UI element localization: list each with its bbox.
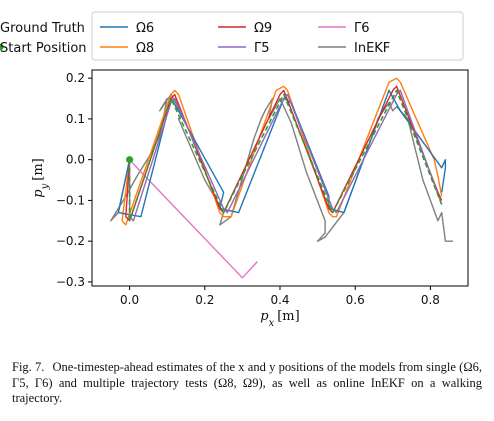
legend-label: Γ5 [254,41,270,56]
y-tick-label: −0.2 [56,234,85,248]
series-line-gamma5 [128,89,443,222]
legend-item-gamma6: Γ6 [318,21,370,36]
plot-area [92,70,468,286]
x-tick-label: 0.4 [270,293,289,307]
x-tick-label: 0.0 [120,293,139,307]
legend-label: InEKF [354,41,390,56]
legend-item-omega8: Ω8 [100,41,154,56]
legend-label: Γ6 [354,21,370,36]
figure-caption: Fig. 7. One-timestep-ahead estimates of t… [12,360,482,407]
x-tick-label: 0.8 [421,293,440,307]
legend-item-ground-truth: Ground Truth [0,21,85,36]
legend-swatch [0,43,4,51]
x-tick-label: 0.6 [346,293,365,307]
x-axis-label: px [m] [260,309,299,329]
legend-label: Ω8 [136,41,154,56]
x-axis-ticks: 0.0 0.2 0.4 0.6 0.8 [120,286,440,307]
series-line-omega8 [121,77,443,226]
legend-label: Ω6 [136,21,154,36]
y-tick-label: −0.1 [56,193,85,207]
legend-item-inekf: InEKF [318,41,390,56]
legend-item-gamma5: Γ5 [218,41,270,56]
y-tick-label: 0.0 [66,153,85,167]
y-tick-label: 0.2 [66,71,85,85]
series-line-ground-truth [128,89,443,222]
y-tick-label: 0.1 [66,112,85,126]
legend-item-omega9: Ω9 [218,21,272,36]
series-layer [110,77,453,279]
legend: Ω6 Ω8 Ω9 Γ5 Γ6 InEKF Ground Truth Start Positio… [0,11,464,61]
legend-item-omega6: Ω6 [100,21,154,36]
caption-text: One-timestep-ahead estimates of the x an… [12,360,482,405]
y-axis-ticks: 0.2 0.1 0.0 −0.1 −0.2 −0.3 [56,71,92,289]
legend-item-start-position: Start Position [0,41,87,56]
legend-box [91,11,464,61]
legend-label: Ω9 [254,21,272,36]
y-axis-label: py[m] [31,158,51,197]
y-tick-label: −0.3 [56,275,85,289]
legend-label: Ground Truth [0,21,85,36]
trajectory-chart: 0.0 0.2 0.4 0.6 0.8 0.2 0.1 0.0 −0.1 −0.2 −0.3 px… [0,11,469,329]
x-tick-label: 0.2 [195,293,214,307]
series-line-gamma6 [129,159,258,279]
start-position-marker [126,156,134,164]
caption-label: Fig. 7. [12,360,45,374]
legend-label: Start Position [0,41,87,56]
